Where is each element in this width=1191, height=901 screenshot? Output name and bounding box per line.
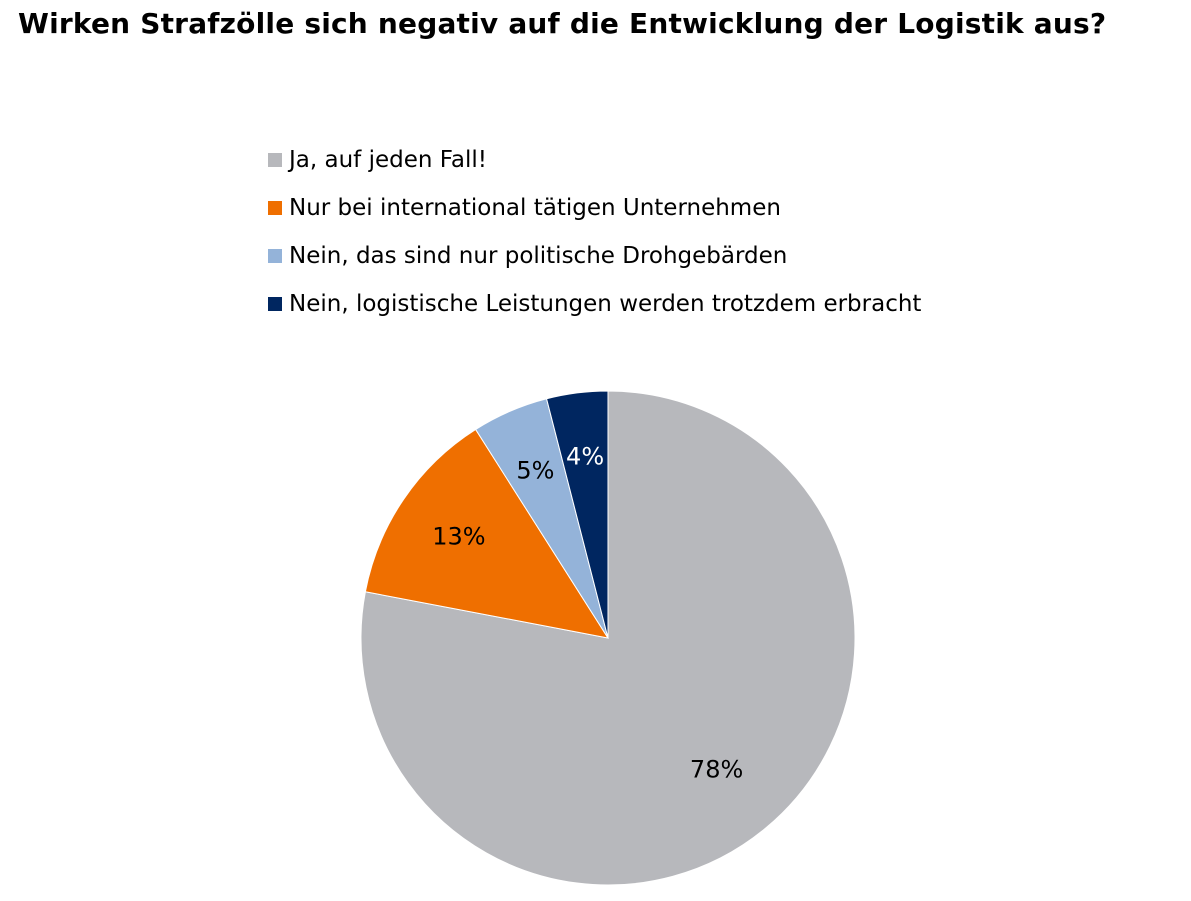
- legend-item-international: Nur bei international tätigen Unternehme…: [268, 184, 921, 232]
- legend-item-politisch: Nein, das sind nur politische Drohgebärd…: [268, 232, 921, 280]
- legend-label-politisch: Nein, das sind nur politische Drohgebärd…: [289, 243, 788, 269]
- legend-swatch-ja: [268, 153, 282, 167]
- legend-swatch-international: [268, 201, 282, 215]
- slice-label-politisch: 5%: [516, 456, 554, 484]
- legend-label-ja: Ja, auf jeden Fall!: [289, 147, 487, 173]
- legend-swatch-politisch: [268, 249, 282, 263]
- slice-label-international: 13%: [432, 523, 485, 551]
- slice-label-ja: 78%: [690, 755, 743, 783]
- pie-slice-international: [364, 428, 610, 639]
- legend-label-logistisch: Nein, logistische Leistungen werden trot…: [289, 291, 922, 317]
- chart-title: Wirken Strafzölle sich negativ auf die E…: [18, 7, 1107, 40]
- legend-item-ja: Ja, auf jeden Fall!: [268, 136, 921, 184]
- legend-swatch-logistisch: [268, 297, 282, 311]
- slice-label-logistisch: 4%: [566, 443, 604, 471]
- pie-slice-logistisch: [545, 390, 609, 639]
- legend-item-logistisch: Nein, logistische Leistungen werden trot…: [268, 280, 921, 328]
- legend-label-international: Nur bei international tätigen Unternehme…: [289, 195, 781, 221]
- chart-legend: Ja, auf jeden Fall! Nur bei internationa…: [268, 136, 921, 328]
